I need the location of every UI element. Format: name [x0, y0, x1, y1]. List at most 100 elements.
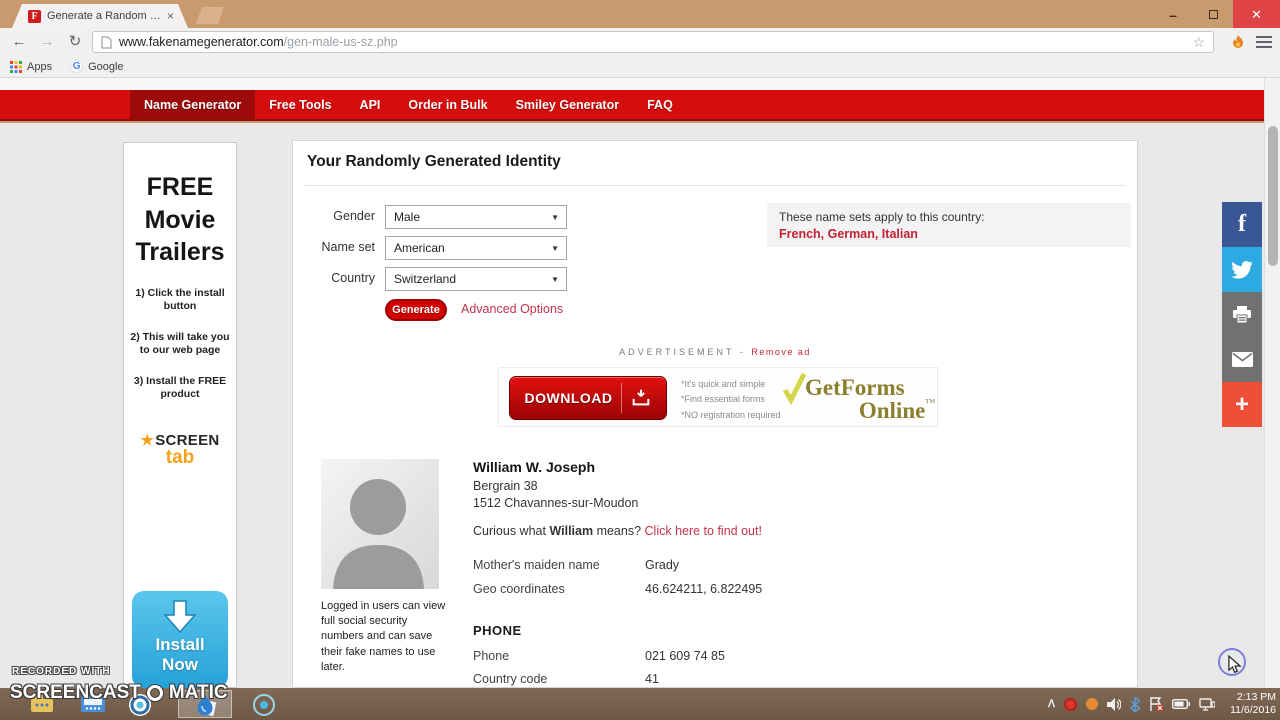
bluetooth-icon[interactable]	[1130, 696, 1140, 712]
back-button[interactable]: ←	[11, 33, 27, 50]
geo-coordinates-value[interactable]: 46.624211, 6.822495	[645, 582, 763, 596]
advertisement-label: ADVERTISEMENT - Remove ad	[619, 347, 811, 357]
ad-download-button[interactable]: DOWNLOAD	[509, 376, 667, 420]
scrollbar[interactable]	[1264, 78, 1280, 688]
page-top-strip	[0, 78, 1280, 90]
sidebar-ad-step3: 3) Install the FREE product	[133, 375, 227, 401]
scrollbar-thumb[interactable]	[1268, 126, 1278, 266]
twitter-bird-icon	[1231, 260, 1253, 279]
taskbar: ᐱ 2:13 PM 11	[0, 688, 1280, 720]
ad-bullet-list: *It's quick and simple *Find essential f…	[681, 379, 781, 420]
new-tab-button[interactable]	[196, 7, 224, 24]
address-bar[interactable]: www.fakenamegenerator.com/gen-male-us-sz…	[92, 31, 1214, 53]
network-icon[interactable]	[1199, 697, 1215, 711]
page-icon	[101, 35, 112, 49]
nav-api[interactable]: API	[359, 98, 381, 112]
name-meaning-link[interactable]: Click here to find out!	[644, 524, 762, 538]
country-label: Country	[331, 271, 375, 285]
clock-date: 11/6/2016	[1230, 704, 1276, 716]
recorder-circle-icon[interactable]	[252, 693, 276, 717]
identity-address1: Bergrain 38	[473, 479, 538, 493]
country-code-value: 41	[645, 672, 659, 686]
bookmarks-bar: Apps G Google	[0, 56, 1280, 78]
chevron-down-icon: ▼	[551, 244, 559, 253]
window-minimize-button[interactable]: –	[1169, 6, 1177, 23]
url-text: www.fakenamegenerator.com/gen-male-us-sz…	[119, 35, 398, 49]
maiden-name-label: Mother's maiden name	[473, 558, 600, 572]
printer-icon	[1233, 305, 1251, 323]
country-note-box: These name sets apply to this country: F…	[767, 203, 1131, 247]
remove-ad-link[interactable]: Remove ad	[751, 347, 811, 357]
country-note-text: These name sets apply to this country:	[779, 210, 985, 224]
email-share-button[interactable]	[1222, 337, 1262, 382]
tray-orange-app-icon[interactable]	[1086, 698, 1098, 710]
country-select[interactable]: Switzerland ▼	[385, 267, 567, 291]
sidebar-ad[interactable]: FREE Movie Trailers 1) Click the install…	[123, 142, 237, 688]
sidebar-ad-step2: 2) This will take you to our web page	[130, 330, 230, 356]
gender-label: Gender	[333, 209, 375, 223]
apps-grid-icon	[10, 60, 22, 73]
bookmark-apps-label: Apps	[27, 60, 53, 73]
geo-coordinates-label: Geo coordinates	[473, 582, 565, 596]
chrome-menu-icon[interactable]	[1256, 36, 1272, 48]
checkmark-icon	[782, 372, 807, 406]
install-now-button[interactable]: Install Now	[132, 591, 228, 688]
generate-button[interactable]: Generate	[385, 299, 447, 321]
reload-button[interactable]: ↻	[68, 33, 82, 50]
watermark-recorded-with: RECORDED WITH	[12, 666, 111, 677]
tab-close-icon[interactable]: ×	[166, 9, 174, 23]
tray-red-app-icon[interactable]	[1064, 697, 1077, 711]
bookmark-star-icon[interactable]: ☆	[1192, 33, 1205, 50]
identity-name: William W. Joseph	[473, 459, 596, 475]
facebook-share-button[interactable]: f	[1222, 202, 1262, 247]
screentab-star-icon: ★	[140, 432, 155, 450]
forward-button[interactable]: →	[39, 33, 55, 50]
battery-icon[interactable]	[1172, 699, 1190, 709]
twitter-share-button[interactable]	[1222, 247, 1262, 292]
tab-favicon: F	[28, 10, 41, 23]
nav-order-in-bulk[interactable]: Order in Bulk	[408, 98, 488, 112]
browser-toolbar: ← → ↻ www.fakenamegenerator.com/gen-male…	[0, 28, 1280, 56]
window-close-button[interactable]: ✕	[1233, 0, 1280, 29]
avatar-caption: Logged in users can view full social sec…	[321, 600, 446, 673]
nav-faq[interactable]: FAQ	[647, 98, 673, 112]
taskbar-active-app[interactable]	[178, 690, 232, 718]
volume-icon[interactable]	[1107, 697, 1121, 711]
share-rail: f +	[1222, 202, 1262, 427]
sidebar-ad-step1: 1) Click the install button	[135, 286, 225, 312]
heading-divider	[305, 185, 1125, 186]
nav-free-tools[interactable]: Free Tools	[269, 98, 332, 112]
taskbar-clock[interactable]: 2:13 PM 11/6/2016	[1224, 691, 1276, 717]
ad-banner[interactable]: DOWNLOAD *It's quick and simple *Find es…	[498, 367, 938, 427]
browser-tab[interactable]: F Generate a Random Nam ×	[12, 4, 188, 28]
gender-select[interactable]: Male ▼	[385, 205, 567, 229]
curious-line: Curious what William means? Click here t…	[473, 524, 762, 538]
tray-expand-icon[interactable]: ᐱ	[1048, 698, 1055, 710]
advanced-options-link[interactable]: Advanced Options	[461, 302, 564, 316]
identity-address2: 1512 Chavannes-sur-Moudon	[473, 496, 639, 510]
nav-name-generator[interactable]: Name Generator	[130, 90, 256, 119]
taskbar-app1-icon[interactable]	[30, 693, 54, 715]
nameset-select[interactable]: American ▼	[385, 236, 567, 260]
person-silhouette-icon	[333, 479, 424, 589]
extension-fire-icon[interactable]	[1230, 34, 1246, 50]
bookmark-apps[interactable]: Apps	[10, 60, 53, 73]
action-flag-icon[interactable]	[1149, 697, 1163, 711]
print-share-button[interactable]	[1222, 292, 1262, 337]
taskbar-app2-icon[interactable]	[80, 693, 106, 715]
more-share-button[interactable]: +	[1222, 382, 1262, 427]
watermark-screencast-o-matic: SCREENCAST MATIC	[10, 682, 228, 703]
chevron-down-icon: ▼	[551, 275, 559, 284]
country-note-links[interactable]: French, German, Italian	[779, 227, 918, 241]
screencast-o-matic-icon[interactable]	[128, 693, 152, 717]
main-content: Your Randomly Generated Identity Gender …	[292, 140, 1138, 688]
window-maximize-button[interactable]	[1193, 0, 1233, 29]
clock-time: 2:13 PM	[1236, 690, 1276, 703]
tab-title: Generate a Random Nam	[47, 10, 161, 22]
maiden-name-value: Grady	[645, 558, 680, 572]
nav-smiley-generator[interactable]: Smiley Generator	[515, 98, 620, 112]
getforms-logo: GetForms OnlineTM	[782, 370, 935, 422]
watermark-o-icon	[146, 685, 163, 701]
bookmark-google[interactable]: G Google	[70, 60, 124, 73]
phone-value: 021 609 74 85	[645, 649, 725, 663]
